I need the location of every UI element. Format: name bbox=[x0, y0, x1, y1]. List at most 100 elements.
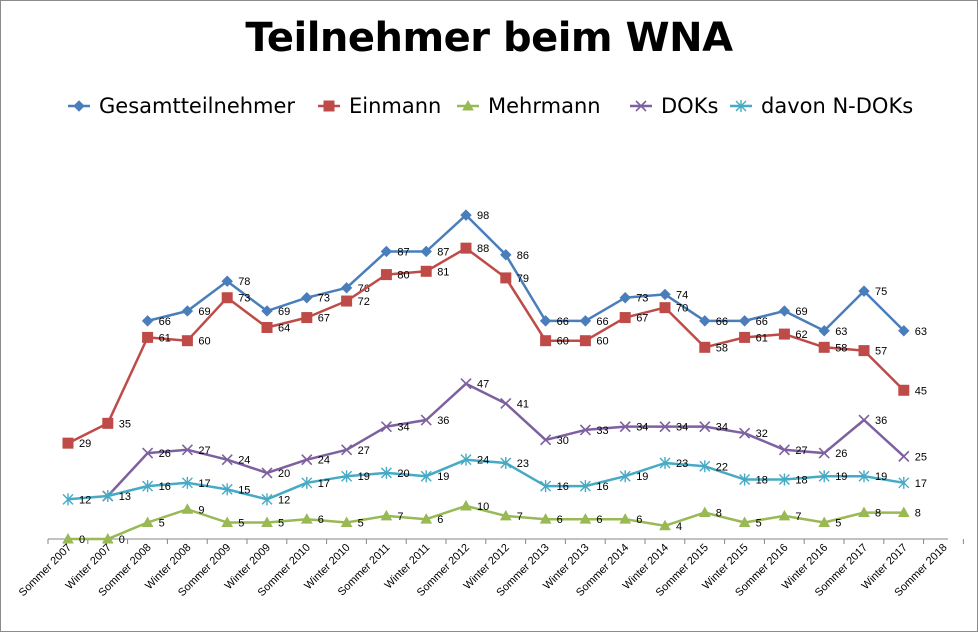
gesamtteilnehmer-marker bbox=[181, 305, 194, 317]
data-label-doks: 36 bbox=[875, 415, 887, 427]
data-label-mehrmann: 7 bbox=[517, 511, 523, 523]
data-label-gesamtteilnehmer: 86 bbox=[517, 250, 529, 262]
data-label-mehrmann: 8 bbox=[915, 508, 921, 520]
doks-marker bbox=[380, 421, 392, 433]
doks-marker bbox=[858, 414, 870, 426]
data-label-gesamtteilnehmer: 74 bbox=[676, 289, 688, 301]
davon-n-doks-marker bbox=[898, 476, 910, 489]
mehrmann-marker bbox=[897, 506, 910, 518]
data-label-einmann: 73 bbox=[238, 293, 250, 305]
davon-n-doks-marker bbox=[420, 470, 432, 483]
legend-doks-marker bbox=[635, 100, 647, 112]
data-label-doks: 20 bbox=[278, 468, 290, 480]
data-label-einmann: 58 bbox=[716, 342, 728, 354]
einmann-marker bbox=[420, 265, 432, 277]
legend-item-mehrmann: Mehrmann bbox=[457, 94, 601, 118]
davon-n-doks-marker bbox=[62, 493, 74, 506]
mehrmann-marker bbox=[858, 506, 870, 518]
davon-n-doks-marker bbox=[181, 476, 193, 489]
gesamtteilnehmer-marker bbox=[420, 245, 432, 258]
gesamtteilnehmer-marker bbox=[340, 282, 353, 294]
legend-item-gesamtteilnehmer: Gesamtteilnehmer bbox=[68, 94, 295, 118]
data-label-einmann: 60 bbox=[596, 336, 608, 348]
data-label-gesamtteilnehmer: 98 bbox=[477, 210, 489, 222]
doks-marker bbox=[181, 444, 193, 456]
data-label-gesamtteilnehmer: 66 bbox=[596, 316, 608, 328]
data-label-einmann: 79 bbox=[517, 273, 529, 285]
gesamtteilnehmer-marker bbox=[301, 292, 313, 304]
gesamtteilnehmer-marker bbox=[141, 315, 154, 327]
data-label-mehrmann: 6 bbox=[437, 514, 443, 526]
data-label-einmann: 81 bbox=[437, 266, 449, 278]
data-label-doks: 34 bbox=[397, 422, 409, 434]
data-label-einmann: 58 bbox=[835, 342, 847, 354]
davon-n-doks-marker bbox=[739, 473, 751, 486]
gesamtteilnehmer-marker bbox=[261, 305, 273, 317]
davon-n-doks-marker bbox=[221, 483, 233, 496]
data-label-davon-n-doks: 23 bbox=[517, 458, 529, 470]
mehrmann-marker bbox=[101, 532, 114, 544]
doks-marker bbox=[579, 424, 591, 436]
legend-label-einmann: Einmann bbox=[349, 94, 441, 118]
mehrmann-marker bbox=[340, 516, 353, 527]
davon-n-doks-marker bbox=[142, 480, 154, 493]
data-label-gesamtteilnehmer: 75 bbox=[875, 286, 887, 298]
data-label-mehrmann: 8 bbox=[716, 508, 722, 520]
gesamtteilnehmer-marker bbox=[380, 245, 393, 258]
legend-label-mehrmann: Mehrmann bbox=[488, 94, 601, 118]
data-label-davon-n-doks: 19 bbox=[875, 471, 887, 483]
data-label-einmann: 29 bbox=[79, 438, 91, 450]
data-label-mehrmann: 0 bbox=[79, 534, 85, 546]
data-label-einmann: 60 bbox=[198, 336, 210, 348]
data-label-doks: 25 bbox=[915, 451, 927, 463]
doks-marker bbox=[898, 450, 910, 462]
data-label-einmann: 72 bbox=[358, 296, 370, 308]
doks-marker bbox=[341, 444, 353, 456]
davon-n-doks-marker bbox=[778, 473, 790, 486]
data-label-davon-n-doks: 15 bbox=[238, 484, 250, 496]
einmann-marker bbox=[380, 269, 392, 281]
einmann-marker bbox=[221, 292, 233, 304]
data-label-doks: 34 bbox=[716, 422, 728, 434]
doks-marker bbox=[460, 378, 472, 390]
data-label-davon-n-doks: 16 bbox=[159, 481, 171, 493]
legend-item-doks: DOKs bbox=[630, 94, 718, 118]
davon-n-doks-marker bbox=[540, 480, 552, 493]
mehrmann-marker bbox=[738, 516, 751, 527]
doks-marker bbox=[301, 454, 313, 466]
gesamtteilnehmer-marker bbox=[221, 275, 233, 287]
einmann-marker bbox=[460, 242, 472, 254]
mehrmann-marker bbox=[818, 516, 831, 527]
data-label-davon-n-doks: 16 bbox=[557, 481, 569, 493]
doks-marker bbox=[420, 414, 432, 426]
legend-label-gesamtteilnehmer: Gesamtteilnehmer bbox=[99, 94, 295, 118]
data-label-davon-n-doks: 17 bbox=[915, 478, 927, 490]
data-label-mehrmann: 5 bbox=[159, 517, 165, 529]
data-label-einmann: 60 bbox=[557, 336, 569, 348]
data-label-mehrmann: 5 bbox=[278, 517, 284, 529]
gesamtteilnehmer-marker bbox=[699, 315, 711, 327]
data-label-doks: 34 bbox=[676, 422, 688, 434]
series-mehrmann: 0 0 5 9 5 5 6 5 7 6 10 7 6 6 6 4 8 5 7 5 8 8 bbox=[62, 499, 921, 546]
legend-einmann-marker bbox=[323, 100, 335, 112]
data-label-davon-n-doks: 23 bbox=[676, 458, 688, 470]
data-label-mehrmann: 5 bbox=[238, 517, 244, 529]
legend-mehrmann-marker bbox=[462, 99, 474, 111]
einmann-marker bbox=[659, 302, 671, 314]
legend-item-davon-n-doks: davon N-DOKs bbox=[730, 94, 913, 118]
data-label-davon-n-doks: 16 bbox=[596, 481, 608, 493]
davon-n-doks-marker bbox=[818, 470, 830, 483]
data-label-einmann: 88 bbox=[477, 243, 489, 255]
mehrmann-marker bbox=[619, 513, 632, 524]
einmann-marker bbox=[540, 335, 552, 347]
data-label-davon-n-doks: 13 bbox=[119, 491, 131, 503]
data-label-davon-n-doks: 18 bbox=[795, 475, 807, 487]
data-label-mehrmann: 9 bbox=[198, 504, 204, 516]
data-label-davon-n-doks: 19 bbox=[636, 471, 648, 483]
gesamtteilnehmer-marker bbox=[659, 288, 671, 301]
einmann-marker bbox=[62, 437, 74, 449]
data-label-doks: 47 bbox=[477, 379, 489, 391]
chart-title: Teilnehmer beim WNA bbox=[245, 15, 733, 61]
